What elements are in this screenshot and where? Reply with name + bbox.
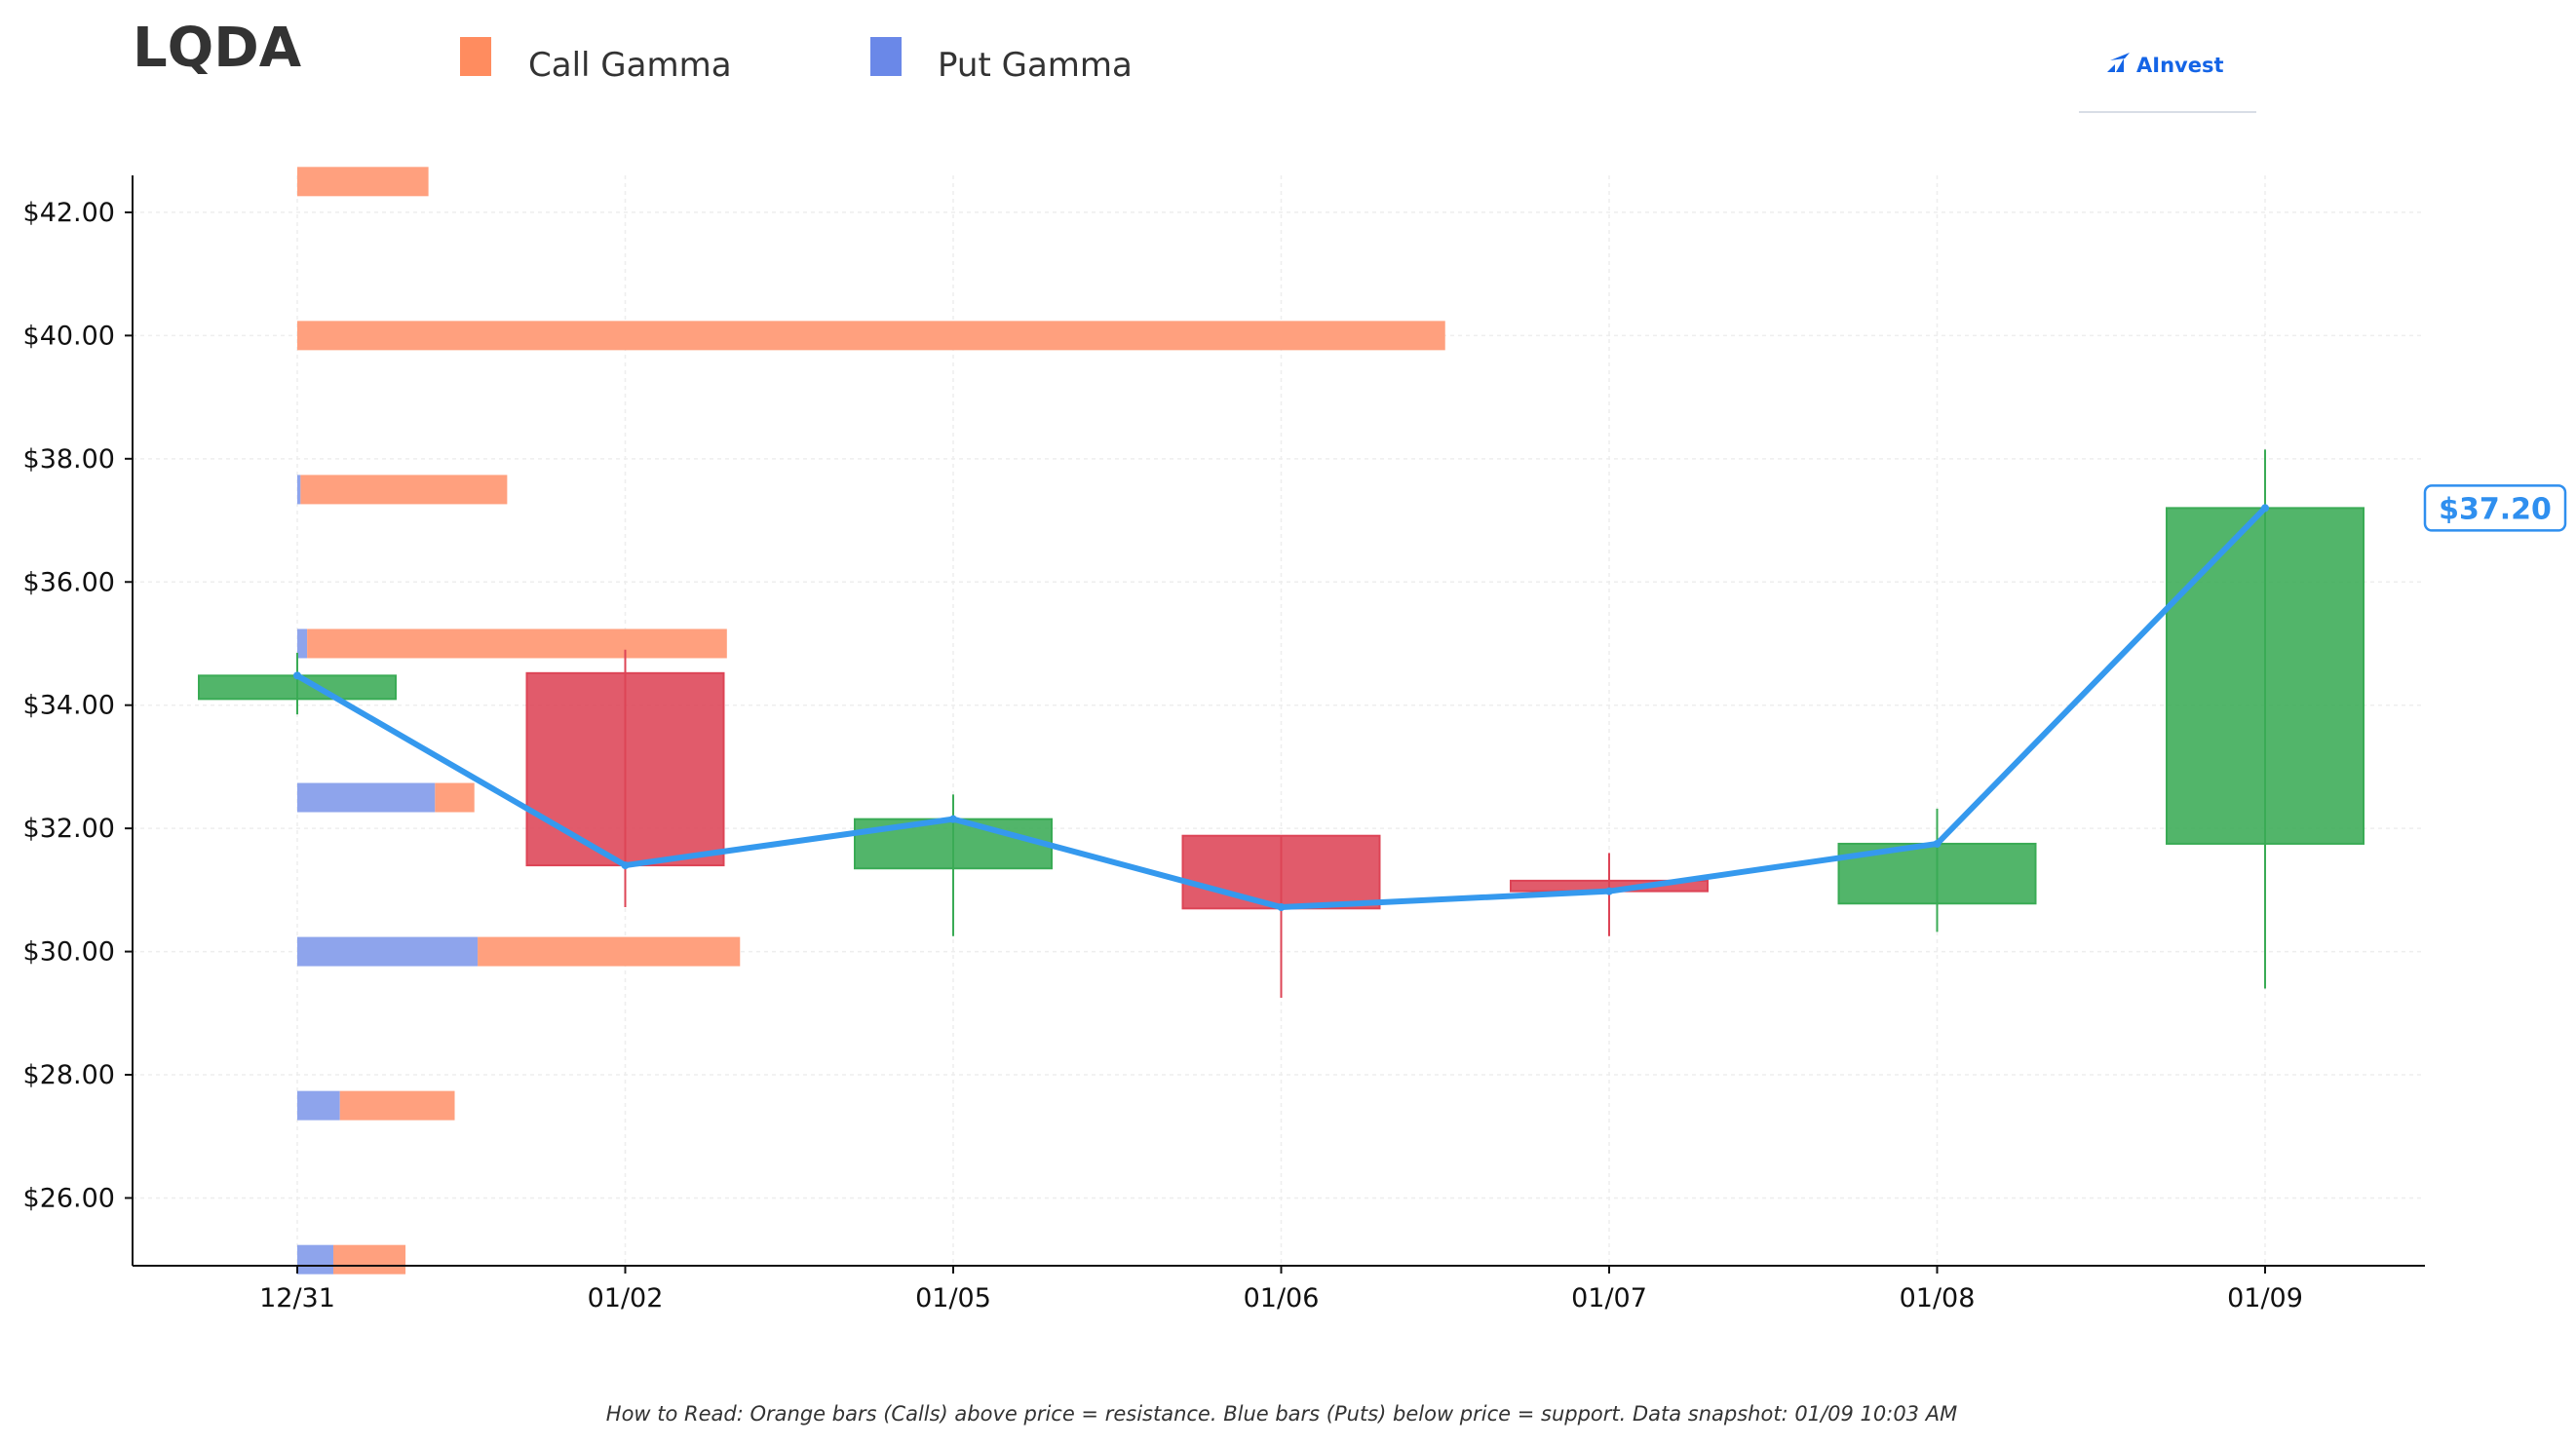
candle-body	[525, 671, 725, 867]
axes	[132, 175, 2425, 1267]
price-line-layer	[293, 504, 2269, 912]
y-tick-label: $30.00	[23, 937, 115, 968]
y-tick-label: $26.00	[23, 1183, 115, 1213]
price-point	[1277, 903, 1286, 912]
price-point	[621, 861, 630, 870]
y-tick-label: $40.00	[23, 321, 115, 351]
call-gamma-bar	[307, 628, 727, 659]
y-axis-ticks: $26.00 $28.00 $30.00 $32.00 $34.00 $36.00 $38.…	[23, 198, 133, 1213]
logo-bars-icon	[2107, 53, 2130, 72]
x-tick-label: 01/08	[1900, 1283, 1976, 1313]
put-gamma-bar	[297, 1244, 334, 1275]
put-gamma-legend-swatch	[870, 37, 902, 76]
gamma-bars	[297, 167, 1445, 1275]
put-gamma-bar	[297, 628, 308, 659]
candle-body	[1181, 834, 1381, 910]
price-point	[1933, 839, 1942, 848]
y-tick-label: $42.00	[23, 198, 115, 228]
x-tick-label: 12/31	[259, 1283, 335, 1313]
price-point	[293, 671, 301, 680]
y-tick-label: $32.00	[23, 814, 115, 844]
put-gamma-bar	[297, 1090, 340, 1121]
put-gamma-legend-label: Put Gamma	[938, 46, 1133, 85]
price-point	[949, 815, 957, 823]
footnote: How to Read: Orange bars (Calls) above p…	[606, 1402, 1957, 1426]
x-tick-label: 01/07	[1571, 1283, 1647, 1313]
ainvest-logo: AInvest	[2079, 53, 2256, 113]
y-tick-label: $28.00	[23, 1060, 115, 1090]
price-point	[2261, 504, 2269, 513]
call-gamma-bar	[339, 1090, 455, 1121]
put-gamma-bar	[297, 782, 436, 813]
candle-body	[2166, 507, 2365, 845]
call-gamma-bar	[300, 475, 508, 505]
ticker-title: LQDA	[133, 17, 302, 80]
call-gamma-legend-label: Call Gamma	[528, 46, 732, 85]
current-price-tag: $37.20	[2423, 484, 2567, 532]
logo-text: AInvest	[2136, 54, 2224, 77]
candle-body	[198, 674, 397, 701]
call-gamma-bar	[297, 167, 429, 197]
x-tick-label: 01/09	[2227, 1283, 2303, 1313]
x-tick-label: 01/05	[915, 1283, 991, 1313]
y-tick-label: $36.00	[23, 567, 115, 597]
call-gamma-bar	[297, 321, 1445, 351]
x-axis-ticks: 12/31 01/02 01/05 01/06 01/07 01/08 01/09	[259, 1266, 2303, 1313]
call-gamma-bar	[478, 936, 741, 967]
x-tick-label: 01/06	[1244, 1283, 1320, 1313]
call-gamma-bar	[435, 782, 475, 813]
price-point	[1605, 887, 1613, 895]
x-tick-label: 01/02	[588, 1283, 664, 1313]
call-gamma-bar	[333, 1244, 406, 1275]
put-gamma-bar	[297, 475, 301, 505]
put-gamma-bar	[297, 936, 479, 967]
current-price-label: $37.20	[2439, 492, 2552, 526]
call-gamma-legend-swatch	[460, 37, 491, 76]
y-tick-label: $38.00	[23, 444, 115, 475]
y-tick-label: $34.00	[23, 691, 115, 721]
